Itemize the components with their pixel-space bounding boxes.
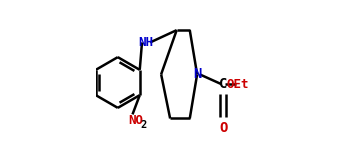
Text: N: N: [193, 67, 201, 81]
Text: NH: NH: [138, 36, 153, 49]
Text: C: C: [219, 77, 228, 91]
Text: 2: 2: [141, 120, 147, 130]
Text: NO: NO: [128, 115, 143, 127]
Text: OEt: OEt: [227, 78, 249, 91]
Text: O: O: [219, 121, 228, 135]
